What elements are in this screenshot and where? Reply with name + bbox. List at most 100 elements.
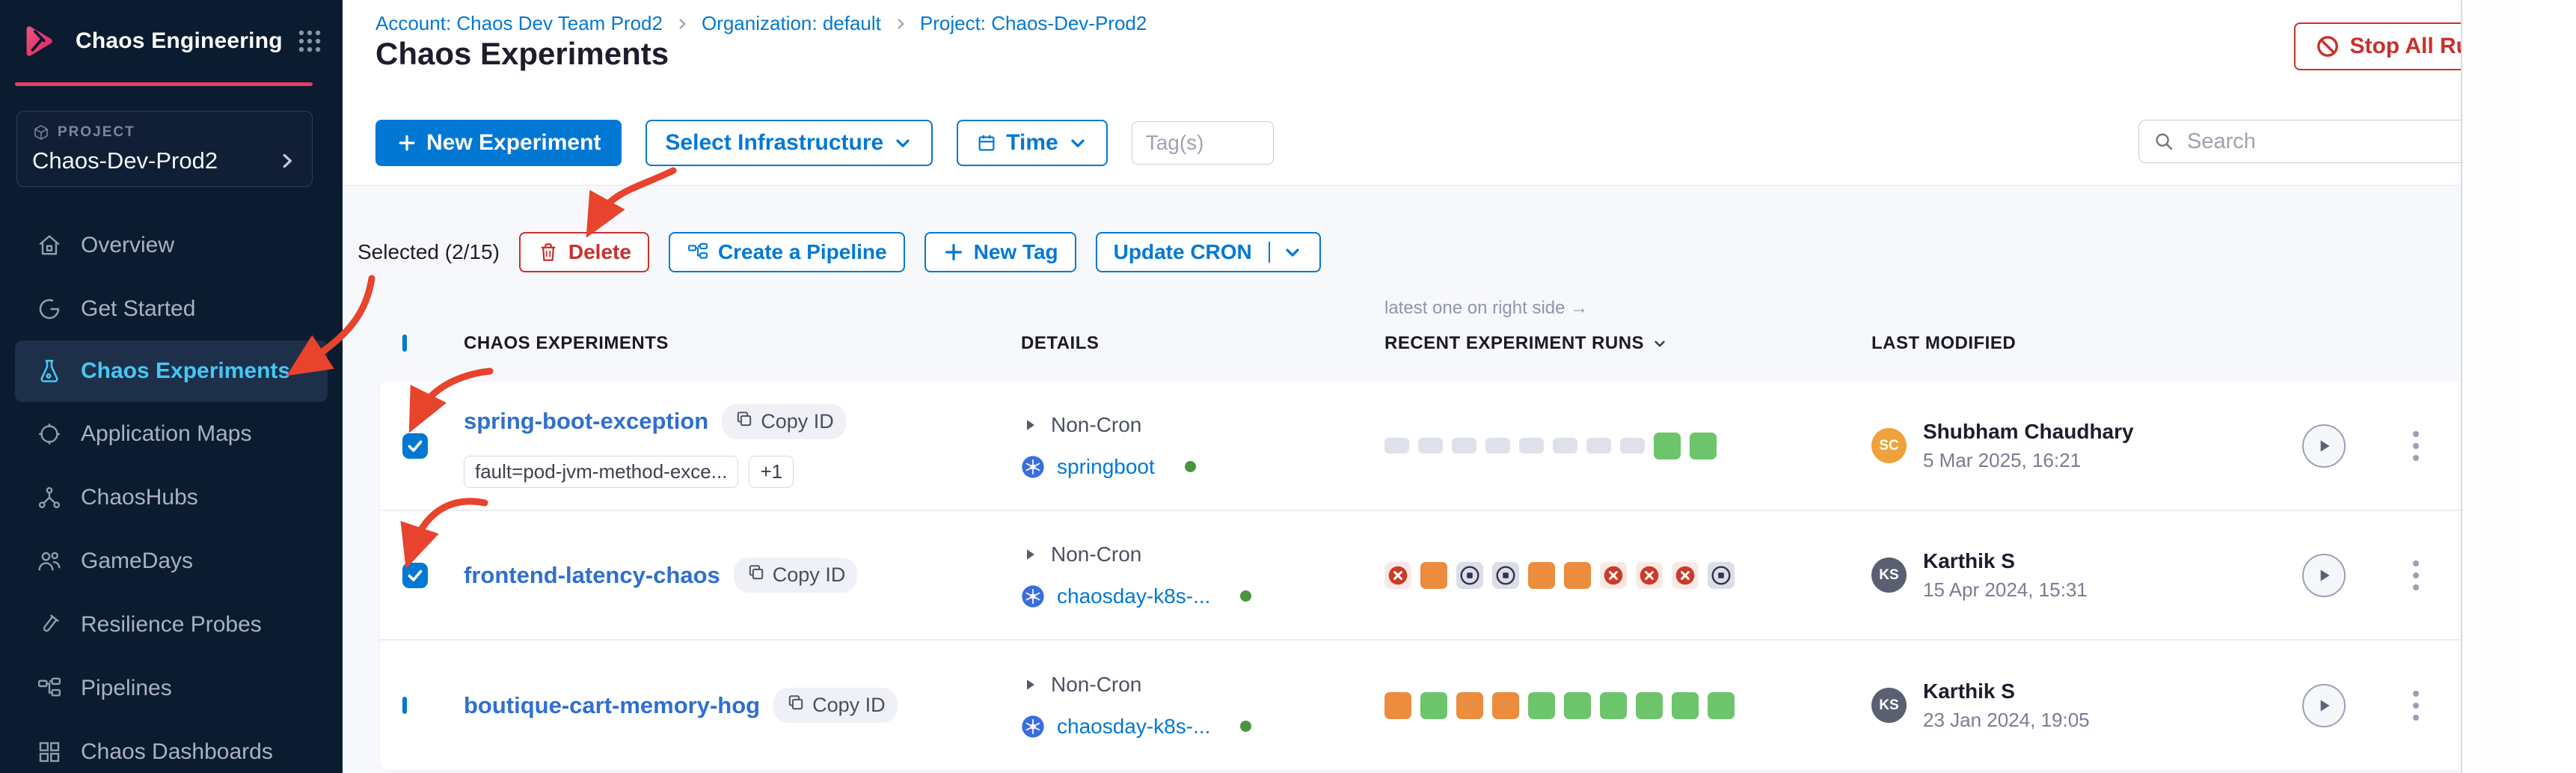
run-indicator-failed[interactable]: [1384, 561, 1411, 589]
infrastructure-link[interactable]: chaosday-k8s-...: [1057, 584, 1211, 608]
run-indicator-running[interactable]: [1420, 561, 1447, 589]
sidebar-item-chaoshubs[interactable]: ChaosHubs: [0, 465, 343, 529]
run-indicator-passed[interactable]: [1636, 691, 1663, 719]
expand-triangle-icon[interactable]: [1021, 676, 1039, 694]
run-indicator-empty[interactable]: [1485, 438, 1510, 453]
run-indicator-empty[interactable]: [1519, 438, 1544, 453]
expand-triangle-icon[interactable]: [1021, 416, 1039, 434]
schedule-type[interactable]: Non-Cron: [1021, 413, 1384, 437]
run-indicator-running[interactable]: [1384, 691, 1411, 719]
sidebar-item-overview[interactable]: Overview: [0, 213, 343, 277]
sidebar-item-chaos-dashboards[interactable]: Chaos Dashboards: [0, 720, 343, 773]
sidebar: Chaos Engineering PROJECT Chaos-Dev-Prod…: [0, 0, 343, 773]
sidebar-item-pipelines[interactable]: Pipelines: [0, 656, 343, 720]
run-experiment-button[interactable]: [2302, 553, 2346, 597]
sidebar-item-label: GameDays: [81, 548, 194, 573]
experiment-name-link[interactable]: boutique-cart-memory-hog: [464, 691, 761, 718]
run-indicator-empty[interactable]: [1418, 438, 1443, 453]
row-menu-button[interactable]: [2408, 556, 2423, 595]
avatar: KS: [1871, 557, 1907, 593]
run-indicator-passed[interactable]: [1672, 691, 1699, 719]
run-indicator-empty[interactable]: [1452, 438, 1476, 453]
run-indicator-passed[interactable]: [1528, 691, 1555, 719]
experiment-name-link[interactable]: frontend-latency-chaos: [464, 561, 720, 588]
update-cron-button[interactable]: Update CRON: [1095, 232, 1321, 272]
column-header-runs[interactable]: RECENT EXPERIMENT RUNS: [1384, 333, 1871, 354]
pipeline-icon: [688, 242, 708, 259]
experiment-row: boutique-cart-memory-hog Copy ID Non-Cron c…: [380, 641, 2481, 770]
column-header-details: DETAILS: [1021, 333, 1100, 353]
tags-filter-input[interactable]: [1131, 121, 1274, 165]
breadcrumb-account-link[interactable]: Account: Chaos Dev Team Prod2: [375, 12, 663, 34]
search-input[interactable]: [2186, 128, 2503, 155]
select-infrastructure-dropdown[interactable]: Select Infrastructure: [645, 120, 933, 166]
run-indicator-passed[interactable]: [1654, 432, 1681, 459]
run-indicator-failed[interactable]: [1672, 561, 1699, 589]
schedule-type[interactable]: Non-Cron: [1021, 543, 1384, 566]
row-checkbox[interactable]: [402, 696, 407, 714]
copy-id-button[interactable]: Copy ID: [722, 403, 846, 439]
project-selector[interactable]: PROJECT Chaos-Dev-Prod2: [16, 111, 313, 187]
recent-runs: [1384, 691, 1871, 719]
breadcrumb-org-link[interactable]: Organization: default: [701, 12, 881, 34]
chevron-right-icon: [679, 19, 686, 29]
run-indicator-running[interactable]: [1528, 561, 1555, 589]
run-indicator-passed[interactable]: [1708, 691, 1735, 719]
infrastructure-status-dot: [1184, 461, 1196, 472]
new-experiment-button[interactable]: New Experiment: [375, 120, 622, 166]
delete-button[interactable]: Delete: [518, 232, 649, 272]
infrastructure-link[interactable]: chaosday-k8s-...: [1057, 714, 1211, 738]
module-grid-icon[interactable]: [295, 27, 324, 55]
sidebar-item-resilience-probes[interactable]: Resilience Probes: [0, 593, 343, 656]
run-indicator-stopped[interactable]: [1456, 561, 1483, 589]
column-header-experiments: CHAOS EXPERIMENTS: [464, 333, 669, 353]
run-indicator-passed[interactable]: [1564, 691, 1591, 719]
plus-icon: [399, 135, 415, 151]
run-indicator-stopped[interactable]: [1708, 561, 1735, 589]
new-tag-button[interactable]: New Tag: [924, 232, 1076, 272]
run-indicator-stopped[interactable]: [1492, 561, 1519, 589]
schedule-type[interactable]: Non-Cron: [1021, 673, 1384, 697]
scrollbar-gutter[interactable]: [2461, 0, 2518, 773]
divider: [1268, 242, 1270, 263]
time-filter-dropdown[interactable]: Time: [957, 120, 1108, 166]
run-indicator-running[interactable]: [1456, 691, 1483, 719]
copy-id-button[interactable]: Copy ID: [733, 557, 858, 593]
run-indicator-failed[interactable]: [1636, 561, 1663, 589]
select-all-checkbox[interactable]: [402, 334, 407, 352]
run-indicator-empty[interactable]: [1553, 438, 1577, 453]
experiment-name-link[interactable]: spring-boot-exception: [464, 408, 709, 434]
run-indicator-running[interactable]: [1492, 691, 1519, 719]
sidebar-item-chaos-experiments[interactable]: Chaos Experiments: [15, 340, 328, 402]
project-name: Chaos-Dev-Prod2: [32, 147, 218, 174]
row-menu-button[interactable]: [2408, 686, 2423, 725]
tag-chip[interactable]: +1: [749, 455, 794, 488]
run-indicator-failed[interactable]: [1600, 561, 1627, 589]
tag-chip[interactable]: fault=pod-jvm-method-exce...: [464, 455, 739, 488]
run-indicator-passed[interactable]: [1600, 691, 1627, 719]
sidebar-item-gamedays[interactable]: GameDays: [0, 529, 343, 593]
run-indicator-empty[interactable]: [1620, 438, 1645, 453]
row-checkbox[interactable]: [402, 433, 428, 459]
sidebar-item-application-maps[interactable]: Application Maps: [0, 402, 343, 465]
row-menu-button[interactable]: [2408, 427, 2423, 465]
run-indicator-passed[interactable]: [1420, 691, 1447, 719]
hub-icon: [36, 484, 63, 511]
recent-runs: [1384, 432, 1871, 459]
run-indicator-passed[interactable]: [1690, 432, 1717, 459]
expand-triangle-icon[interactable]: [1021, 546, 1039, 563]
run-indicator-running[interactable]: [1564, 561, 1591, 589]
row-checkbox[interactable]: [402, 562, 428, 588]
chevron-down-icon: [1071, 139, 1085, 147]
run-indicator-empty[interactable]: [1586, 438, 1611, 453]
breadcrumb-project-link[interactable]: Project: Chaos-Dev-Prod2: [919, 12, 1147, 34]
copy-icon: [785, 692, 806, 718]
modified-by-name: Karthik S: [1923, 679, 2015, 703]
run-indicator-empty[interactable]: [1384, 438, 1409, 453]
sidebar-item-get-started[interactable]: Get Started: [0, 277, 343, 340]
create-pipeline-button[interactable]: Create a Pipeline: [668, 232, 905, 272]
run-experiment-button[interactable]: [2302, 424, 2346, 468]
copy-id-button[interactable]: Copy ID: [773, 688, 898, 723]
run-experiment-button[interactable]: [2302, 683, 2346, 727]
infrastructure-link[interactable]: springboot: [1057, 454, 1155, 478]
